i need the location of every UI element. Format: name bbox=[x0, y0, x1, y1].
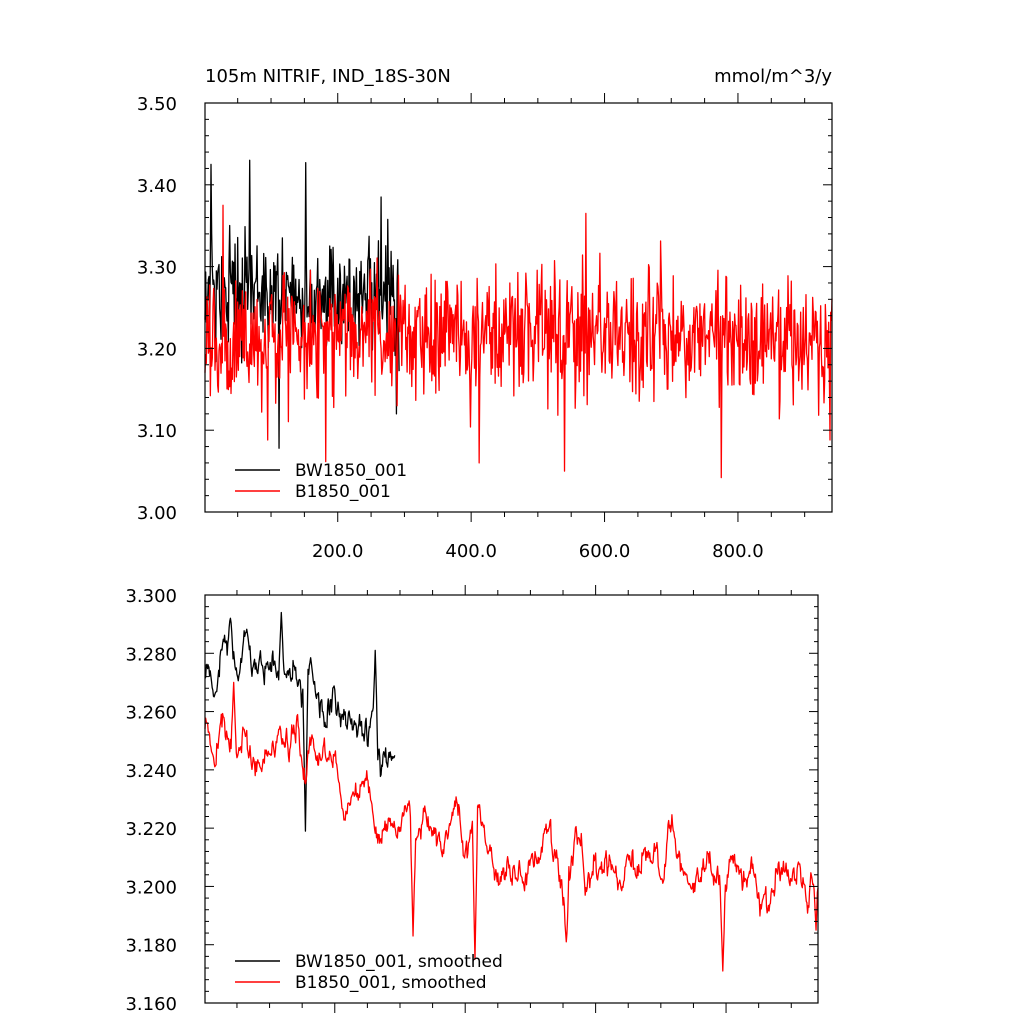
x-tick-label: 400.0 bbox=[445, 541, 497, 562]
legend-label-bw1850-smoothed: BW1850_001, smoothed bbox=[295, 952, 503, 972]
x-tick-label: 200.0 bbox=[312, 541, 364, 562]
top-tick-layer: 3.00 3.10 3.20 3.30 3.40 3.50 200.0 400.0 600.0 8… bbox=[137, 93, 832, 562]
bottom-panel: 3.160 3.180 3.200 3.220 3.240 3.260 3.280 3.300… bbox=[125, 585, 819, 1015]
y-tick-label: 3.280 bbox=[125, 644, 177, 665]
y-tick-label: 3.240 bbox=[125, 761, 177, 782]
bottom-tick-layer: 3.160 3.180 3.200 3.220 3.240 3.260 3.280 3.300 bbox=[125, 585, 818, 1015]
bottom-series-layer bbox=[204, 611, 819, 972]
y-tick-label: 3.10 bbox=[137, 421, 177, 442]
x-tick-label: 600.0 bbox=[579, 541, 631, 562]
y-tick-label: 3.160 bbox=[125, 994, 177, 1015]
y-tick-label: 3.20 bbox=[137, 339, 177, 360]
y-tick-label: 3.300 bbox=[125, 586, 177, 607]
y-tick-label: 3.260 bbox=[125, 703, 177, 724]
top-plot-frame bbox=[204, 102, 833, 513]
top-panel-title: 105m NITRIF, IND_18S-30N bbox=[205, 66, 451, 87]
legend-label-b1850: B1850_001 bbox=[295, 482, 391, 502]
top-panel-units: mmol/m^3/y bbox=[714, 66, 832, 87]
y-tick-label: 3.180 bbox=[125, 936, 177, 957]
y-tick-label: 3.220 bbox=[125, 819, 177, 840]
top-panel: 105m NITRIF, IND_18S-30N mmol/m^3/y 3.00… bbox=[137, 66, 833, 562]
y-tick-label: 3.200 bbox=[125, 877, 177, 898]
bottom-plot-frame bbox=[204, 594, 819, 1004]
y-tick-label: 3.00 bbox=[137, 503, 177, 524]
top-legend: BW1850_001 B1850_001 bbox=[235, 461, 407, 502]
top-series-layer bbox=[204, 159, 833, 479]
y-tick-label: 3.50 bbox=[137, 94, 177, 115]
y-tick-label: 3.40 bbox=[137, 176, 177, 197]
x-tick-label: 800.0 bbox=[712, 541, 764, 562]
bottom-legend: BW1850_001, smoothed B1850_001, smoothed bbox=[235, 952, 503, 993]
series-line-1-0 bbox=[204, 611, 396, 832]
legend-label-bw1850: BW1850_001 bbox=[295, 461, 407, 481]
legend-label-b1850-smoothed: B1850_001, smoothed bbox=[295, 973, 487, 993]
y-tick-label: 3.30 bbox=[137, 258, 177, 279]
series-line-0-1 bbox=[204, 204, 833, 479]
series-line-1-1 bbox=[204, 681, 819, 972]
